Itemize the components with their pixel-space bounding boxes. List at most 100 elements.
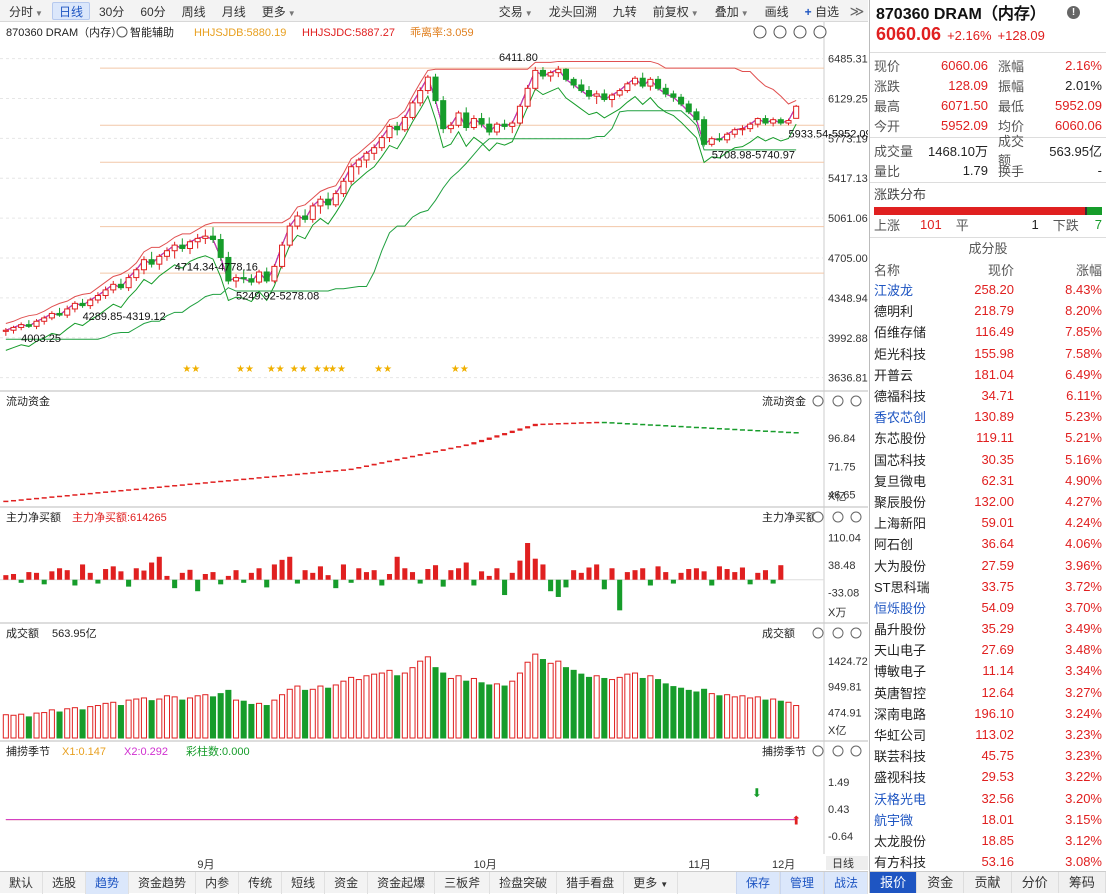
amount-bar [332,684,339,739]
constituent-row[interactable]: 聚辰股份 132.00 4.27% [870,491,1106,512]
constituent-row[interactable]: 沃格光电 32.56 3.20% [870,788,1106,809]
col-pct[interactable]: 涨幅 [1075,262,1102,278]
period-tab-6[interactable]: 更多 ▼ [255,2,303,20]
net-bar [632,570,638,580]
constituent-row[interactable]: 上海新阳 59.01 4.24% [870,512,1106,533]
close-circle-icon[interactable] [813,25,827,39]
period-tab-1[interactable]: 日线 [51,1,90,20]
candle [148,259,155,265]
assist-icon[interactable] [116,26,128,38]
candle [624,83,631,92]
period-tab-2[interactable]: 30分 [92,2,131,20]
constituent-row[interactable]: 阿石创 36.64 4.06% [870,533,1106,554]
quote-tab-4[interactable]: 筹码 [1059,872,1106,893]
period-tab-3[interactable]: 60分 [133,2,172,20]
strategy-tab-12[interactable]: 更多 ▼ [624,871,679,894]
toolbar-btn-0[interactable]: 交易 ▼ [492,2,540,20]
minus-circle-icon[interactable] [832,745,844,757]
period-tab-5[interactable]: 月线 [215,2,253,20]
constituent-row[interactable]: 天山电子 27.69 3.48% [870,639,1106,660]
constituent-row[interactable]: 江波龙 258.20 8.43% [870,279,1106,300]
strategy-tab-8[interactable]: 资金起爆 [368,871,436,894]
strategy-tab-0[interactable]: 默认 [0,871,44,894]
constituent-row[interactable]: 德明利 218.79 8.20% [870,300,1106,321]
net-bar [271,564,277,580]
settings-icon[interactable] [812,395,824,407]
kline-chart[interactable]: 6485.31 6129.25 5773.19 5417.13 5061.06 4705.… [0,22,868,870]
constituent-row[interactable]: 盛视科技 29.53 3.22% [870,766,1106,787]
strategy-action-2[interactable]: 战法 [823,872,868,894]
col-price[interactable]: 现价 [987,262,1014,278]
toolbar-btn-5[interactable]: 画线 [758,2,796,20]
constituent-row[interactable]: 炬光科技 155.98 7.58% [870,343,1106,364]
constituent-row[interactable]: 博敏电子 11.14 3.34% [870,660,1106,681]
assist-label[interactable]: 智能辅助 [130,25,174,39]
quote-tab-2[interactable]: 贡献 [964,872,1012,893]
info-icon[interactable]: ! [1067,5,1080,19]
strategy-tab-2[interactable]: 趋势 [86,871,130,894]
constituent-row[interactable]: 有方科技 53.16 3.08% [870,851,1106,872]
net-bar [601,579,607,590]
strategy-tab-4[interactable]: 内参 [196,871,240,894]
constituent-row[interactable]: 香农芯创 130.89 5.23% [870,406,1106,427]
constituent-row[interactable]: 太龙股份 18.85 3.12% [870,830,1106,851]
constituent-row[interactable]: 东芯股份 119.11 5.21% [870,427,1106,448]
strategy-action-1[interactable]: 管理 [779,872,824,894]
quote-tab-3[interactable]: 分价 [1012,872,1059,893]
constituent-row[interactable]: 深南电路 196.10 3.24% [870,703,1106,724]
minus-circle-icon[interactable] [832,395,844,407]
toolbar-btn-1[interactable]: 龙头回溯 [542,2,604,20]
quote-tab-0[interactable]: 报价 [870,872,918,893]
constituent-row[interactable]: 恒烁股份 54.09 3.70% [870,597,1106,618]
strategy-tab-1[interactable]: 选股 [43,871,87,894]
period-tab-0[interactable]: 分时 ▼ [2,2,50,20]
toolbar-btn-3[interactable]: 前复权 ▼ [646,2,706,20]
constituent-row[interactable]: 德福科技 34.71 6.11% [870,385,1106,406]
strategy-tab-10[interactable]: 捡盘突破 [490,871,558,894]
net-bar [548,579,554,592]
amount-bar [647,675,654,739]
constituent-row[interactable]: 国芯科技 30.35 5.16% [870,449,1106,470]
strategy-tab-5[interactable]: 传统 [239,871,283,894]
settings-icon[interactable] [812,511,824,523]
strategy-tab-9[interactable]: 三板斧 [435,871,491,894]
settings-icon[interactable] [812,627,824,639]
constituent-row[interactable]: 佰维存储 116.49 7.85% [870,321,1106,342]
close-circle-icon[interactable] [850,627,862,639]
toolbar-btn-2[interactable]: 九转 [606,2,644,20]
constituent-row[interactable]: 大为股份 27.59 3.96% [870,554,1106,575]
price-tick: 6485.31 [828,54,868,66]
collapse-icon[interactable]: ≫ [849,2,865,19]
close-circle-icon[interactable] [850,511,862,523]
constituent-row[interactable]: 华虹公司 113.02 3.23% [870,724,1106,745]
constituent-row[interactable]: 开普云 181.04 6.49% [870,364,1106,385]
flow-bar [555,423,561,425]
strategy-tab-6[interactable]: 短线 [282,871,326,894]
constituent-row[interactable]: ST思科瑞 33.75 3.72% [870,576,1106,597]
amount-bar [716,695,723,739]
quote-tab-1[interactable]: 资金 [917,872,965,893]
strategy-tab-7[interactable]: 资金 [325,871,369,894]
minus-circle-icon[interactable] [832,627,844,639]
col-name[interactable]: 名称 [874,262,901,278]
minus-circle-icon[interactable] [832,511,844,523]
amount-bar [624,673,631,739]
constituent-row[interactable]: 英唐智控 12.64 3.27% [870,682,1106,703]
constituent-row[interactable]: 晶升股份 35.29 3.49% [870,618,1106,639]
close-circle-icon[interactable] [850,745,862,757]
close-circle-icon[interactable] [850,395,862,407]
amount-bar [547,662,554,739]
minus-circle-icon[interactable] [793,25,807,39]
constituent-row[interactable]: 航宇微 18.01 3.15% [870,809,1106,830]
period-tab-4[interactable]: 周线 [175,2,213,20]
settings-icon[interactable] [812,745,824,757]
chevron-left-icon[interactable] [753,25,767,39]
strategy-tab-11[interactable]: 猎手看盘 [557,871,625,894]
plus-circle-icon[interactable] [773,25,787,39]
constituent-row[interactable]: 复旦微电 62.31 4.90% [870,470,1106,491]
toolbar-btn-6[interactable]: + 自选 [798,2,846,20]
strategy-tab-3[interactable]: 资金趋势 [129,871,197,894]
toolbar-btn-4[interactable]: 叠加 ▼ [708,2,756,20]
constituent-row[interactable]: 联芸科技 45.75 3.23% [870,745,1106,766]
strategy-action-0[interactable]: 保存 [735,872,780,894]
